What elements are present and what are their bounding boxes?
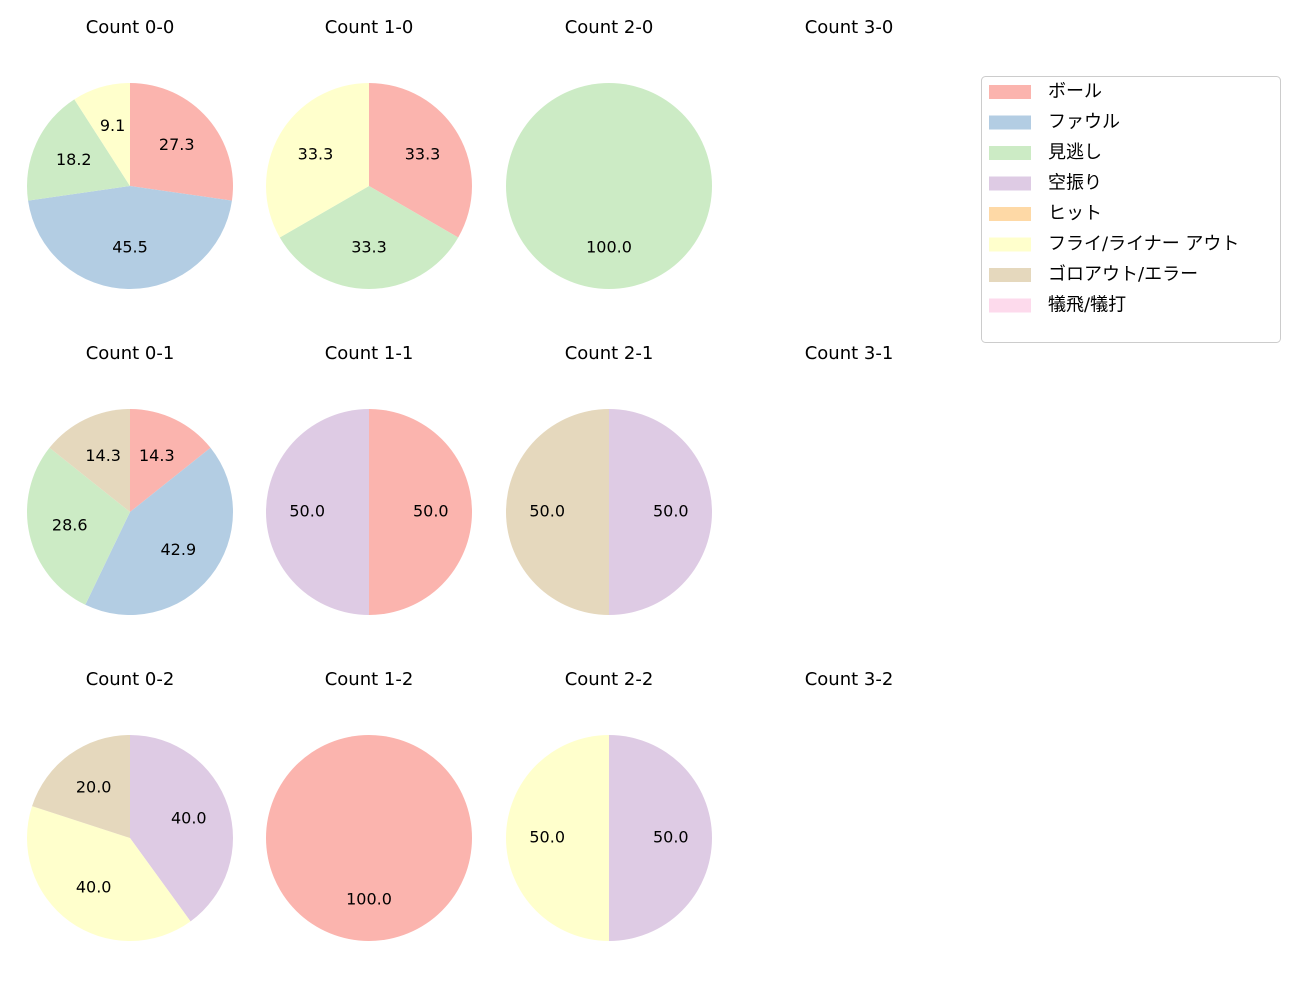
pie-slice (130, 735, 234, 922)
chart-title: Count 2-2 (565, 669, 654, 690)
chart-title: Count 0-2 (86, 669, 175, 690)
chart-title: Count 1-1 (325, 343, 414, 364)
pie-slice (369, 409, 472, 615)
slice-label: 33.3 (351, 237, 387, 256)
chart-title: Count 3-1 (805, 343, 894, 364)
pie-slice (609, 409, 712, 615)
pie-slice (506, 83, 712, 289)
legend-swatch (989, 298, 1031, 313)
pie-slice (32, 735, 130, 838)
slice-label: 50.0 (413, 502, 449, 521)
chart-title: Count 2-0 (565, 17, 654, 38)
slice-label: 50.0 (529, 828, 565, 847)
pie-slice (49, 409, 130, 512)
legend-swatch (989, 115, 1031, 130)
pie-slice (74, 83, 130, 186)
slice-label: 100.0 (346, 889, 392, 908)
chart-title: Count 1-0 (325, 17, 414, 38)
legend-swatch (989, 85, 1031, 99)
legend-label: ファウル (1048, 112, 1120, 133)
chart-title: Count 1-2 (325, 669, 414, 690)
slice-label: 28.6 (52, 515, 88, 534)
slice-label: 27.3 (159, 135, 195, 154)
slice-label: 14.3 (85, 446, 121, 465)
pie-slice (85, 447, 234, 616)
legend-label: 空振り (1048, 173, 1102, 194)
slice-label: 40.0 (76, 877, 112, 896)
pie-slice (266, 735, 472, 941)
slice-label: 100.0 (586, 237, 632, 256)
legend-swatch (989, 237, 1031, 252)
slice-label: 20.0 (76, 778, 112, 797)
slice-label: 50.0 (653, 502, 689, 521)
chart-title: Count 3-2 (805, 669, 894, 690)
pie-slice (26, 447, 130, 605)
pie-slice (27, 99, 131, 201)
chart-title: Count 2-1 (565, 343, 654, 364)
slice-label: 50.0 (289, 502, 325, 521)
chart-title: Count 0-1 (86, 343, 175, 364)
pie-slice (130, 83, 233, 201)
slice-label: 50.0 (529, 502, 565, 521)
pie-slice (266, 83, 369, 238)
slice-label: 40.0 (171, 808, 207, 827)
legend-label: 見逃し (1048, 142, 1102, 163)
slice-label: 45.5 (112, 237, 148, 256)
chart-title: Count 0-0 (86, 17, 175, 38)
slice-label: 18.2 (56, 150, 92, 169)
legend-swatch (989, 268, 1031, 282)
slice-label: 14.3 (139, 446, 175, 465)
pie-slice (609, 735, 712, 941)
pie-slice (506, 409, 609, 615)
slice-label: 9.1 (100, 116, 125, 135)
legend-label: ゴロアウト/エラー (1048, 264, 1198, 285)
legend-label: フライ/ライナー アウト (1048, 234, 1239, 255)
legend-label: ヒット (1048, 203, 1102, 224)
slice-label: 33.3 (405, 145, 441, 164)
legend-label: ボール (1048, 81, 1102, 102)
pie-slice (130, 409, 211, 512)
slice-label: 33.3 (298, 145, 334, 164)
chart-title: Count 3-0 (805, 17, 894, 38)
legend-swatch (989, 207, 1031, 221)
pie-slice (28, 186, 232, 289)
pie-slice (266, 409, 369, 615)
legend-swatch (989, 176, 1031, 191)
legend-box (981, 76, 1281, 343)
pie-slice (369, 83, 472, 238)
pie-slice (506, 735, 609, 941)
slice-label: 42.9 (161, 540, 197, 559)
slice-label: 50.0 (653, 828, 689, 847)
pie-slice (27, 806, 191, 942)
legend-swatch (989, 146, 1031, 160)
legend-label: 犠飛/犠打 (1048, 295, 1126, 316)
